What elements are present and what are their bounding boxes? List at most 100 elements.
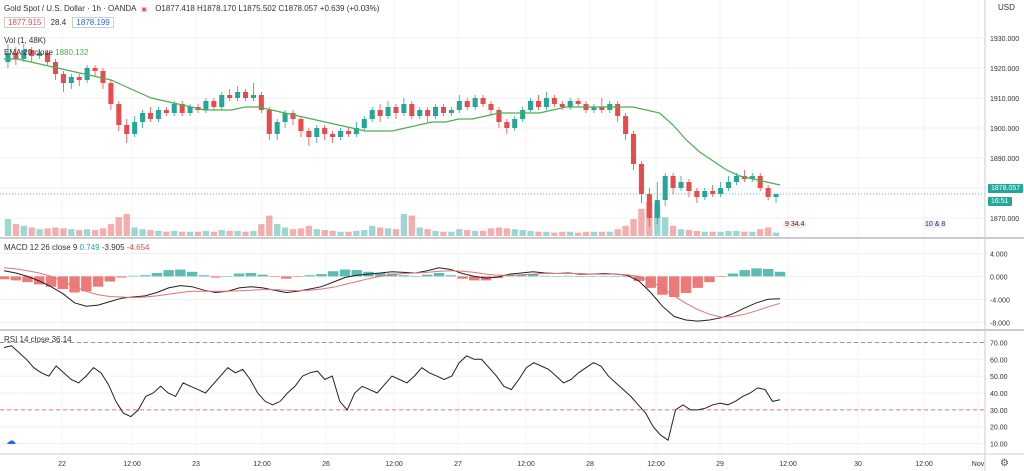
price-tick-label: 1920.000 [990,66,1019,73]
macd-hist-bar [398,275,409,277]
ema-legend: EMA 20 close 1880.132 [4,48,89,57]
macd-hist-bar [116,276,127,278]
volume-bar [764,227,772,236]
currency-label[interactable]: USD [998,3,1015,12]
candle-body [266,110,272,134]
settings-gear-icon[interactable]: ⚙ [1000,458,1009,469]
volume-bar [297,228,305,236]
macd-hist-bar [292,276,304,277]
candle-body [258,95,264,110]
volume-bar [178,231,186,236]
macd-hist-bar [539,275,551,277]
rsi-tick-label: 10.00 [990,442,1008,449]
rsi-tick-label: 20.00 [990,425,1008,432]
volume-bar [369,225,376,236]
volume-bar [741,231,748,236]
volume-bar [487,228,495,236]
candle-body [496,110,502,122]
macd-hist-bar [598,275,609,277]
volume-bar [107,224,115,236]
candle-body [330,134,336,137]
volume-bar [432,230,439,236]
ask-price[interactable]: 1878.199 [72,17,114,28]
bid-price[interactable]: 1877.915 [4,17,46,28]
volume-bar [52,227,59,236]
volume-bar [440,231,447,236]
rsi-legend: RSI 14 close 36.14 [4,335,72,344]
volume-bar [384,228,392,236]
candle-body [322,128,328,134]
volume-bar [757,229,764,236]
volume-bar [99,228,107,236]
macd-hist-bar [22,276,33,283]
volume-bar [677,229,685,236]
time-axis[interactable]: 22 12:00 23 12:00 26 12:00 27 12:00 28 12:00 29 12:… [58,461,985,468]
candle-body [725,182,732,188]
macd-hist-bar [375,272,386,277]
rsi-tick-label: 70.00 [990,340,1008,347]
volume-bar [543,231,550,236]
volume-bar [250,230,257,236]
macd-hist-bar [351,270,362,277]
macd-hist-bar [410,276,421,277]
candle-body [29,50,35,56]
macd-hist-bar [245,272,257,277]
legend-row: Gold Spot / U.S. Dollar · 1h · OANDA ▣ O… [4,4,379,13]
last-price-badge: 1878.057 [988,184,1024,193]
price-tick-label: 1900.000 [990,126,1019,133]
close-icon[interactable]: ▣ [141,7,147,13]
volume-bar [44,228,51,236]
macd-hist-bar [151,272,163,277]
volume-bar [479,230,487,236]
candle-body [733,176,739,182]
candle-body [520,110,526,119]
macd-hist-bar [316,274,327,277]
candle-body [60,74,66,83]
candle-body [84,68,90,80]
volume-bar [147,230,154,236]
volume-bar [416,227,423,236]
candle-body [599,107,605,110]
candle-body [369,110,375,119]
price-axis[interactable]: 1930.000 1920.000 1910.000 1900.000 1890.000… [990,36,1019,449]
volume-bar [614,229,621,236]
time-tick-label: 26 [322,461,330,468]
candle-body [163,110,169,113]
volume-bar [408,215,415,236]
candle-body [211,101,217,107]
volume-bar [194,231,202,236]
volume-bar [83,229,91,236]
time-tick-label: 28 [586,461,594,468]
volume-bar [305,225,313,236]
macd-hist-bar [504,275,515,277]
macd-hist-bar [551,276,562,277]
candle-body [630,134,637,164]
volume-bar [448,231,455,236]
price-tick-label: 1890.000 [990,156,1019,163]
candlesticks [5,44,779,227]
event-marker[interactable]: 9 34.4 [783,221,807,228]
volume-bar [91,230,99,236]
candle-body [678,182,684,188]
volume-bar [266,215,273,236]
volume-bar [590,231,598,236]
volume-bar [566,231,574,236]
volume-legend: Vol (1, 48K) [4,36,46,45]
candle-body [567,101,573,107]
macd-hist-bar [445,275,456,277]
rsi-tick-label: 60.00 [990,357,1008,364]
candle-body [298,119,304,131]
symbol-title[interactable]: Gold Spot / U.S. Dollar · 1h · OANDA [4,4,137,13]
volume-bar [471,230,479,236]
cloud-icon[interactable]: ☁ [6,436,16,447]
event-marker[interactable]: 10 & 8 [923,221,948,228]
volume-bar [527,230,534,236]
macd-hist-bar [198,275,210,277]
volume-bar [163,231,170,236]
candle-body [116,104,122,125]
macd-hist-bar [680,276,692,294]
volume-bar [598,231,606,236]
candle-body [528,101,534,110]
macd-hist-bar [469,276,480,281]
